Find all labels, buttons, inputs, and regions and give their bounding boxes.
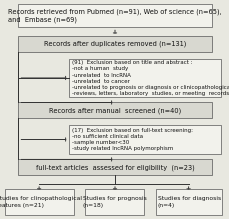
Text: Studies for prognosis
(n=18): Studies for prognosis (n=18) [82, 196, 146, 208]
Text: Studies for clinopathological
features (n=21): Studies for clinopathological features (… [0, 196, 82, 208]
FancyBboxPatch shape [18, 4, 211, 27]
FancyBboxPatch shape [69, 125, 220, 154]
FancyBboxPatch shape [85, 189, 143, 215]
Text: Records after manual  screened (n=40): Records after manual screened (n=40) [49, 107, 180, 114]
Text: Studies for diagnosis
(n=4): Studies for diagnosis (n=4) [157, 196, 220, 208]
Text: Records after duplicates removed (n=131): Records after duplicates removed (n=131) [44, 41, 185, 48]
FancyBboxPatch shape [18, 159, 211, 175]
FancyBboxPatch shape [5, 189, 73, 215]
FancyBboxPatch shape [69, 59, 220, 97]
Text: full-text articles  assessed for eligibility  (n=23): full-text articles assessed for eligibil… [35, 164, 194, 171]
Text: Records retrieved from Pubmed (n=91), Web of science (n=65),
and  Embase (n=69): Records retrieved from Pubmed (n=91), We… [8, 9, 221, 23]
FancyBboxPatch shape [156, 189, 221, 215]
FancyBboxPatch shape [18, 102, 211, 118]
Text: (17)  Exclusion based on full-text screening:
-no sufficient clinical data
-samp: (17) Exclusion based on full-text screen… [72, 128, 193, 151]
FancyBboxPatch shape [18, 36, 211, 52]
Text: (91)  Exclusion based on title and abstract :
-not a human  study
-unrelated  to: (91) Exclusion based on title and abstra… [72, 60, 229, 96]
